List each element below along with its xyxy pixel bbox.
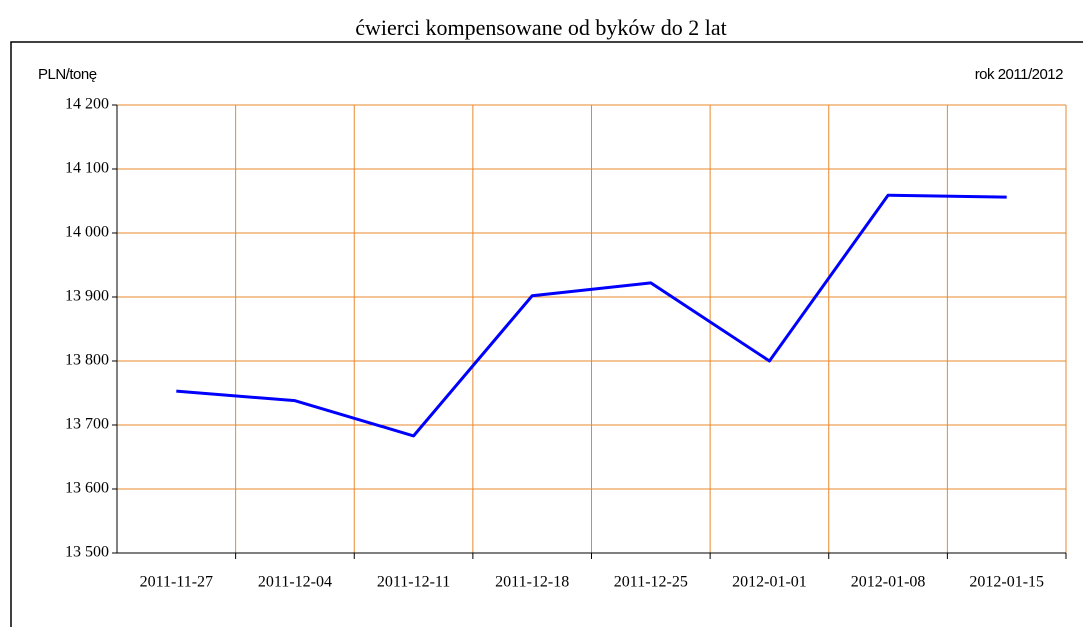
- data-line: [176, 193, 1007, 438]
- y-tick-label: 14 200: [65, 96, 109, 113]
- chart-frame: [10, 41, 1083, 627]
- x-tick-label: 2012-01-08: [851, 574, 926, 591]
- x-tick-label: 2012-01-15: [969, 574, 1044, 591]
- annotation: rok 2011/2012: [975, 66, 1063, 83]
- y-tick-label: 13 700: [65, 416, 109, 433]
- y-tick-label: 13 600: [65, 480, 109, 497]
- y-tick-label: 13 900: [65, 288, 109, 305]
- y-tick-label: 14 100: [65, 160, 109, 177]
- chart-title: ćwierci kompensowane od byków do 2 lat: [355, 15, 726, 40]
- y-tick-label: 13 800: [65, 352, 109, 369]
- y-tick-label: 14 000: [65, 224, 109, 241]
- x-tick-label: 2011-12-18: [495, 574, 569, 591]
- x-tick-label: 2011-12-11: [377, 574, 450, 591]
- x-tick-label: 2011-12-25: [614, 574, 688, 591]
- x-tick-label: 2012-01-01: [732, 574, 807, 591]
- x-tick-label: 2011-12-04: [258, 574, 332, 591]
- y-tick-label: 13 500: [65, 544, 109, 561]
- y-axis-label: PLN/tonę: [38, 66, 97, 83]
- x-tick-label: 2011-11-27: [140, 574, 213, 591]
